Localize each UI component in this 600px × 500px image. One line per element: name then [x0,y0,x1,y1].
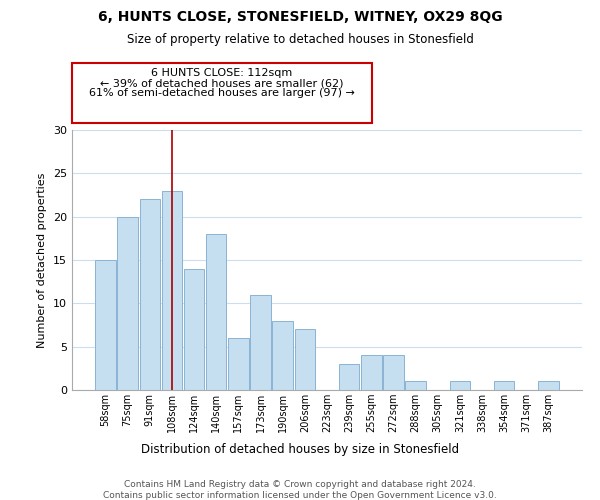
Bar [250,294,271,390]
Text: Contains HM Land Registry data © Crown copyright and database right 2024.: Contains HM Land Registry data © Crown c… [124,480,476,489]
Text: 6 HUNTS CLOSE: 112sqm: 6 HUNTS CLOSE: 112sqm [151,68,293,78]
Bar [206,234,226,390]
Text: Contains public sector information licensed under the Open Government Licence v3: Contains public sector information licen… [103,491,497,500]
Bar [228,338,248,390]
Bar [361,356,382,390]
Text: Size of property relative to detached houses in Stonesfield: Size of property relative to detached ho… [127,32,473,46]
Bar [406,382,426,390]
Bar [538,382,559,390]
Text: 61% of semi-detached houses are larger (97) →: 61% of semi-detached houses are larger (… [89,88,355,99]
Bar [140,200,160,390]
Bar [450,382,470,390]
Text: Distribution of detached houses by size in Stonesfield: Distribution of detached houses by size … [141,442,459,456]
Bar [95,260,116,390]
Bar [339,364,359,390]
Bar [161,190,182,390]
Bar [295,330,315,390]
Text: 6, HUNTS CLOSE, STONESFIELD, WITNEY, OX29 8QG: 6, HUNTS CLOSE, STONESFIELD, WITNEY, OX2… [98,10,502,24]
Bar [494,382,514,390]
Bar [383,356,404,390]
Bar [118,216,138,390]
Text: ← 39% of detached houses are smaller (62): ← 39% of detached houses are smaller (62… [100,78,344,88]
Bar [272,320,293,390]
Bar [184,268,204,390]
Y-axis label: Number of detached properties: Number of detached properties [37,172,47,348]
